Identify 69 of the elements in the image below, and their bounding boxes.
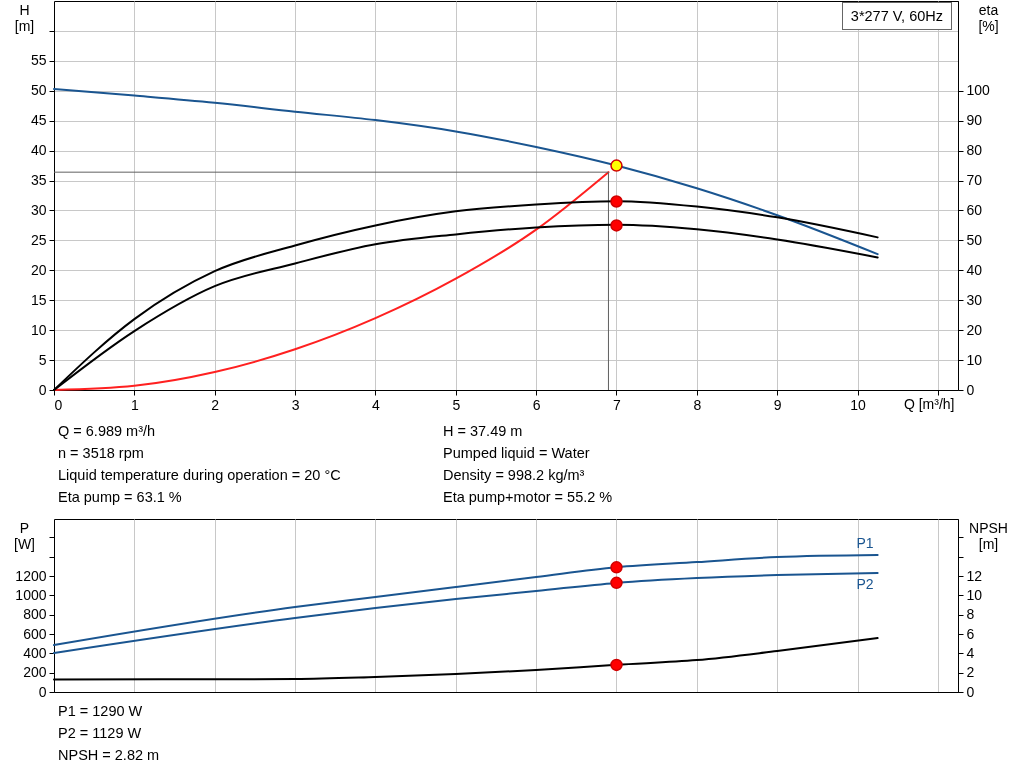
y2-tick-label: 12 [966, 567, 983, 584]
y-tick-label: 600 [23, 625, 47, 642]
y-tick-label: 20 [30, 261, 47, 278]
x-tick-label: 0 [54, 396, 63, 413]
x-tick-label: 6 [532, 396, 541, 413]
y2-tick-label: 80 [966, 142, 983, 159]
y2-tick-label: 40 [966, 261, 983, 278]
y2-tick-label: 90 [966, 112, 983, 129]
y2-tick-label: 0 [966, 683, 975, 700]
y2-tick-label: 2 [966, 664, 975, 681]
x-tick-label: 9 [773, 396, 782, 413]
y-tick-label: 55 [30, 52, 47, 69]
line-series [53, 554, 879, 647]
y-tick-label: 0 [38, 381, 47, 398]
y2-tick-label: 8 [966, 606, 975, 623]
y-axis-title: H [m] [14, 1, 35, 34]
y-axis-title: P [W] [14, 519, 35, 552]
y2-axis-title: eta [%] [978, 1, 999, 34]
text: Q = 6.989 m³/h [58, 423, 156, 439]
y-tick-label: 30 [30, 201, 47, 218]
text: Eta pump = 63.1 % [58, 489, 182, 505]
line-series [53, 572, 879, 655]
text: H = 37.49 m [443, 423, 523, 439]
y-tick-label: 400 [23, 644, 47, 661]
y-tick-label: 40 [30, 142, 47, 159]
x-tick-label: 8 [693, 396, 702, 413]
y2-tick-label: 100 [966, 82, 991, 99]
y2-axis-title: NPSH [m] [969, 519, 1008, 552]
x-tick-label: 1 [130, 396, 139, 413]
y2-tick-label: 30 [966, 291, 983, 308]
text: Pumped liquid = Water [443, 445, 590, 461]
y2-tick-label: 70 [966, 172, 983, 189]
text: Density = 998.2 kg/m³ [443, 467, 585, 483]
x-tick-label: 3 [291, 396, 300, 413]
y-tick-label: 45 [30, 112, 47, 129]
text: P1 = 1290 W [58, 703, 143, 719]
text: Eta pump+motor = 55.2 % [443, 489, 613, 505]
y2-tick-label: 50 [966, 231, 983, 248]
x-tick-label: 5 [452, 396, 461, 413]
y2-tick-label: 10 [966, 586, 983, 603]
y2-tick-label: 20 [966, 321, 983, 338]
series-label: P2 [856, 576, 874, 593]
series-label: P1 [856, 535, 874, 552]
y-tick-label: 0 [38, 683, 47, 700]
y-tick-label: 800 [23, 606, 47, 623]
y2-tick-label: 60 [966, 201, 983, 218]
text: Liquid temperature during operation = 20 °C [58, 467, 341, 483]
x-tick-label: 10 [850, 396, 867, 413]
y-tick-label: 50 [30, 82, 47, 99]
y-tick-label: 5 [38, 351, 47, 368]
text: NPSH = 2.82 m [58, 747, 160, 763]
y-tick-label: 10 [30, 321, 47, 338]
y-tick-label: 35 [30, 172, 47, 189]
y2-tick-label: 0 [966, 381, 975, 398]
text: P2 = 1129 W [58, 725, 142, 741]
x-tick-label: 4 [372, 396, 381, 413]
y-tick-label: 25 [30, 231, 47, 248]
y2-tick-label: 10 [966, 351, 983, 368]
y-tick-label: 1000 [15, 586, 47, 603]
text: n = 3518 rpm [58, 445, 144, 461]
y2-tick-label: 6 [966, 625, 975, 642]
x-tick-label: 2 [211, 396, 220, 413]
x-axis-title: Q [m³/h] [903, 395, 955, 412]
y-tick-label: 15 [30, 291, 47, 308]
chart-title: 3*277 V, 60Hz [841, 2, 952, 30]
y-tick-label: 200 [23, 664, 47, 681]
y-tick-label: 1200 [15, 567, 47, 584]
y2-tick-label: 4 [966, 644, 975, 661]
x-tick-label: 7 [613, 396, 622, 413]
